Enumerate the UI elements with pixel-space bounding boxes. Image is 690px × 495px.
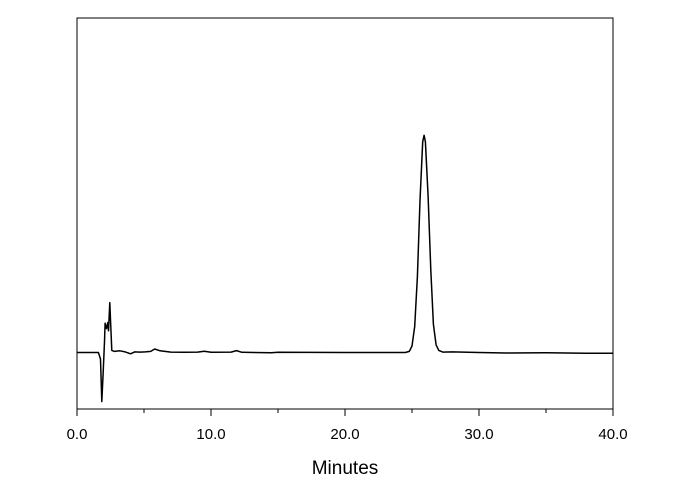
- x-tick-label: 10.0: [196, 426, 225, 443]
- x-axis-label: Minutes: [312, 458, 379, 479]
- chromatogram-trace: [77, 134, 613, 403]
- x-tick-label: 0.0: [67, 426, 88, 443]
- x-axis-ticks: [76, 409, 614, 416]
- x-axis-tick-labels: 0.0 10.0 20.0 30.0 40.0: [67, 426, 628, 443]
- x-tick-label: 30.0: [464, 426, 493, 443]
- x-tick-label: 40.0: [598, 426, 627, 443]
- x-tick-label: 20.0: [330, 426, 359, 443]
